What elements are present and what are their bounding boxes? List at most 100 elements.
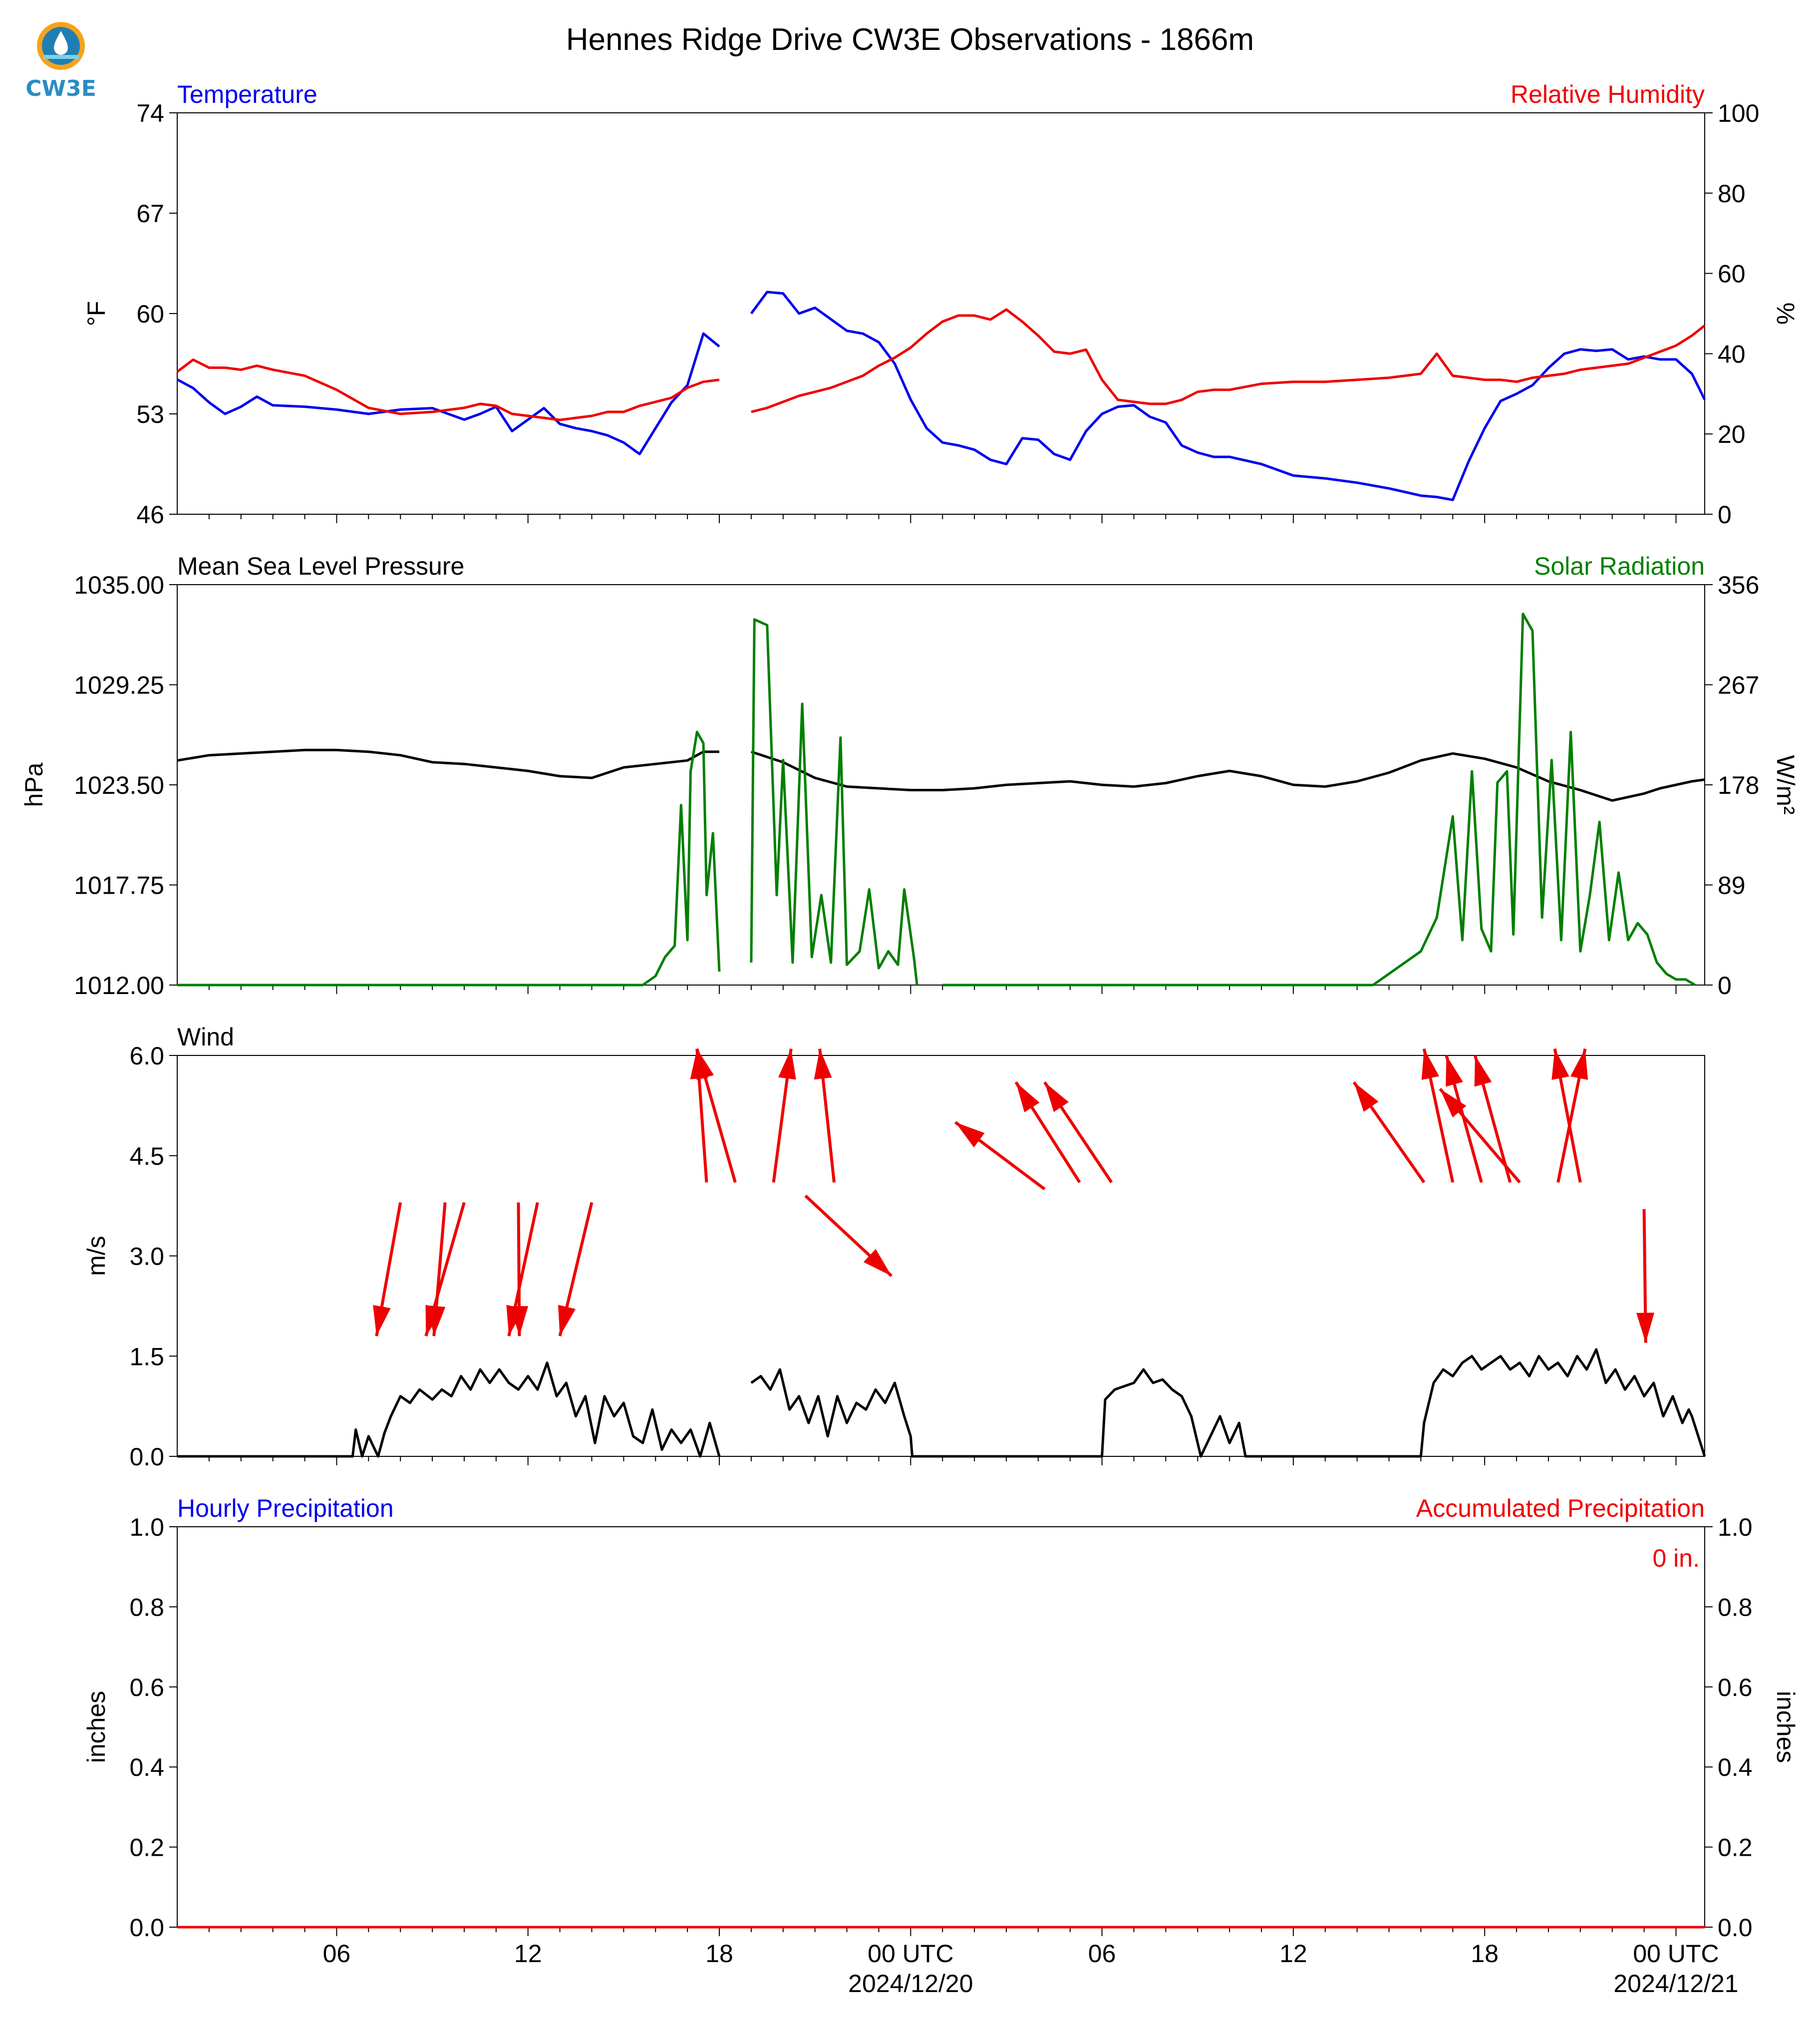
x-tick-label: 06 — [1088, 1940, 1116, 1968]
wind-arrow-head — [1421, 1048, 1440, 1080]
panel-title-left: Mean Sea Level Pressure — [177, 552, 464, 580]
wind-arrow — [1551, 1048, 1582, 1183]
y-right-tick-label: 40 — [1718, 340, 1746, 368]
y-tick-label: 0.0 — [129, 1443, 164, 1471]
panel-frame — [177, 112, 1705, 515]
y-tick-label: 0.6 — [129, 1674, 164, 1701]
y-tick-label: 1035.00 — [74, 571, 164, 599]
wind-arrow-head — [1636, 1313, 1655, 1343]
y-axis-label-right: % — [1772, 303, 1800, 325]
y-right-tick-label: 1.0 — [1718, 1513, 1753, 1541]
wind-arrow — [695, 1048, 737, 1183]
wind-arrow — [1352, 1081, 1426, 1184]
wind-arrow — [1636, 1209, 1655, 1343]
y-axis-label: °F — [82, 301, 110, 327]
y-axis-label-right: inches — [1772, 1691, 1800, 1763]
y-tick-label: 53 — [136, 400, 164, 428]
wind-arrow-head — [955, 1122, 985, 1148]
wind-arrow — [373, 1202, 402, 1337]
y-axis-label: hPa — [20, 762, 48, 807]
wind-arrow — [1474, 1055, 1512, 1183]
wind-arrow-head — [558, 1305, 576, 1337]
y-tick-label: 0.0 — [129, 1914, 164, 1942]
y-right-tick-label: 100 — [1718, 99, 1759, 127]
y-right-tick-label: 0.6 — [1718, 1674, 1753, 1701]
y-axis-label: inches — [82, 1691, 110, 1763]
wind-arrow — [506, 1202, 539, 1337]
panel-title-right: Accumulated Precipitation — [1416, 1494, 1705, 1522]
y-tick-label: 0.2 — [129, 1834, 164, 1862]
y-tick-label: 60 — [136, 300, 164, 328]
panel-frame — [177, 1526, 1705, 1928]
y-tick-label: 6.0 — [129, 1042, 164, 1070]
series-line-relative-humidity — [176, 308, 1706, 421]
x-tick-label: 12 — [514, 1940, 542, 1968]
y-axis-label: m/s — [82, 1236, 110, 1276]
series-line-solar-radiation — [177, 613, 1696, 987]
wind-arrow — [1421, 1048, 1455, 1183]
y-right-tick-label: 0.0 — [1718, 1914, 1753, 1942]
wind-arrow-head — [373, 1305, 391, 1337]
y-tick-label: 46 — [136, 501, 164, 529]
x-tick-label: 00 UTC — [1633, 1940, 1719, 1968]
y-tick-label: 67 — [136, 200, 164, 228]
y-right-tick-label: 80 — [1718, 180, 1746, 208]
wind-arrow-head — [814, 1048, 832, 1080]
wind-arrow — [424, 1202, 466, 1337]
logo-wave-icon — [43, 55, 79, 59]
wind-arrow-head — [863, 1249, 892, 1276]
panel-precipitation: Hourly Precipitation Accumulated Precipit… — [82, 1494, 1800, 1942]
wind-arrow — [954, 1121, 1046, 1191]
x-date-label: 2024/12/21 — [1613, 1970, 1738, 1998]
panel-title-right: Solar Radiation — [1534, 552, 1705, 580]
y-tick-label: 1023.50 — [74, 771, 164, 799]
y-right-tick-label: 60 — [1718, 260, 1746, 288]
y-right-tick-label: 0.4 — [1718, 1753, 1753, 1781]
x-tick-label: 06 — [323, 1940, 351, 1968]
wind-arrow-head — [1044, 1082, 1069, 1112]
wind-arrow — [1043, 1081, 1113, 1183]
logo-text: CW3E — [25, 76, 96, 101]
y-right-tick-label: 89 — [1718, 872, 1746, 900]
panel-title-left: Hourly Precipitation — [177, 1494, 394, 1522]
y-tick-label: 0.8 — [129, 1593, 164, 1621]
y-right-tick-label: 0 — [1718, 501, 1732, 529]
panel-pressure-solar: Mean Sea Level Pressure Solar Radiation 10… — [20, 552, 1800, 1000]
y-right-tick-label: 267 — [1718, 672, 1759, 699]
y-axis-label-right: W/m² — [1772, 755, 1800, 814]
y-right-tick-label: 0.2 — [1718, 1834, 1753, 1862]
wind-arrow — [1556, 1048, 1588, 1183]
wind-arrow-head — [1354, 1082, 1379, 1112]
y-tick-label: 0.4 — [129, 1753, 164, 1781]
wind-arrow-head — [1440, 1088, 1467, 1118]
y-tick-label: 4.5 — [129, 1142, 164, 1170]
y-right-tick-label: 356 — [1718, 571, 1759, 599]
panel-title-left: Temperature — [177, 80, 317, 108]
wind-arrow — [1439, 1087, 1521, 1184]
wind-arrow — [804, 1194, 893, 1277]
wind-arrow — [772, 1048, 796, 1183]
wind-arrow-head — [778, 1048, 796, 1080]
panel-title-left: Wind — [177, 1023, 234, 1051]
panel-title-right: Relative Humidity — [1511, 80, 1705, 108]
wind-arrow-head — [506, 1305, 524, 1337]
y-right-tick-label: 20 — [1718, 420, 1746, 448]
y-right-tick-label: 178 — [1718, 771, 1759, 799]
wind-arrow-head — [1446, 1055, 1463, 1087]
logo-drop-icon — [54, 31, 68, 55]
wind-arrow-head — [1474, 1055, 1492, 1087]
y-right-tick-label: 0.8 — [1718, 1593, 1753, 1621]
wind-arrow-head — [425, 1305, 443, 1337]
y-tick-label: 1029.25 — [74, 672, 164, 699]
y-tick-label: 3.0 — [129, 1243, 164, 1271]
y-tick-label: 74 — [136, 99, 164, 127]
x-tick-label: 18 — [1471, 1940, 1499, 1968]
wind-arrow-head — [696, 1048, 714, 1080]
y-tick-label: 1012.00 — [74, 972, 164, 1000]
wind-arrow-head — [1551, 1048, 1569, 1080]
series-line-wind-speed — [177, 1348, 1706, 1458]
accumulated-total-label: 0 in. — [1652, 1544, 1700, 1572]
x-tick-label: 00 UTC — [868, 1940, 953, 1968]
